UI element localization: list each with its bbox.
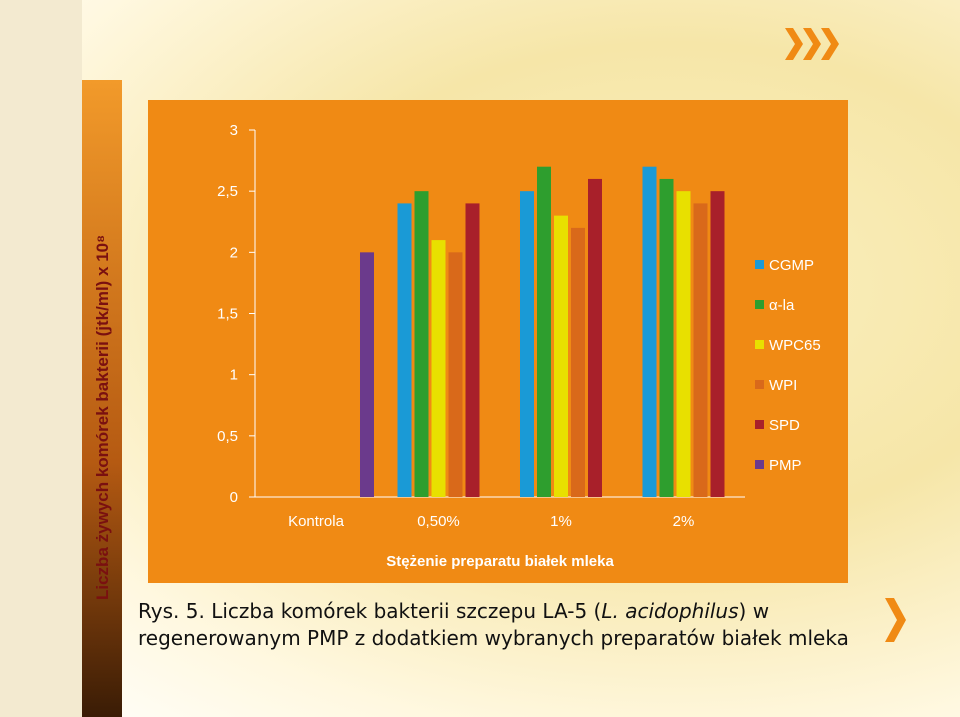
legend-label: WPI <box>769 377 797 394</box>
legend-swatch <box>755 300 764 309</box>
bar <box>554 215 568 497</box>
bar <box>710 191 725 497</box>
bar <box>676 191 691 497</box>
legend-swatch <box>755 420 764 429</box>
y-tick-label: 0 <box>230 489 238 506</box>
plot-panel <box>148 100 848 583</box>
legend-swatch <box>755 380 764 389</box>
y-axis-title: Liczba żywych komórek bakterii (jtk/ml) … <box>93 235 112 600</box>
bar <box>693 203 708 497</box>
bar <box>414 191 429 497</box>
legend-label: PMP <box>769 457 802 474</box>
bar <box>537 166 551 497</box>
caption-text: ) w regenerowanym PMP z dodatkiem wybran… <box>138 599 849 650</box>
caption-text: Rys. 5. Liczba komórek bakterii szczepu … <box>138 599 602 623</box>
y-tick-label: 2 <box>230 244 238 261</box>
legend-label: α-la <box>769 297 795 314</box>
bar <box>431 240 446 497</box>
y-tick-label: 3 <box>230 122 238 139</box>
x-tick-label: Kontrola <box>288 513 345 530</box>
legend-swatch <box>755 340 764 349</box>
side-strip <box>82 80 122 717</box>
y-tick-label: 2,5 <box>217 183 238 200</box>
caption-italic: L. acidophilus <box>601 599 739 623</box>
legend-label: SPD <box>769 417 800 434</box>
y-tick-label: 0,5 <box>217 428 238 445</box>
bar <box>588 178 602 497</box>
legend-label: WPC65 <box>769 337 821 354</box>
bar <box>571 227 585 497</box>
bar <box>360 252 374 497</box>
x-tick-label: 2% <box>673 513 695 530</box>
caption: Rys. 5. Liczba komórek bakterii szczepu … <box>138 598 858 652</box>
bar <box>642 166 657 497</box>
legend-label: CGMP <box>769 257 814 274</box>
decor-chevrons <box>785 28 839 60</box>
side-panel <box>0 0 82 717</box>
bar <box>448 252 463 497</box>
legend-swatch <box>755 260 764 269</box>
y-tick-label: 1,5 <box>217 306 238 323</box>
x-tick-label: 0,50% <box>417 513 460 530</box>
bar <box>465 203 480 497</box>
bar <box>659 178 674 497</box>
x-tick-label: 1% <box>550 513 572 530</box>
y-tick-label: 1 <box>230 367 238 384</box>
legend-swatch <box>755 460 764 469</box>
x-axis-title: Stężenie preparatu białek mleka <box>386 553 614 570</box>
decor-chevron <box>885 598 906 642</box>
bar <box>397 203 412 497</box>
bar <box>520 191 534 497</box>
